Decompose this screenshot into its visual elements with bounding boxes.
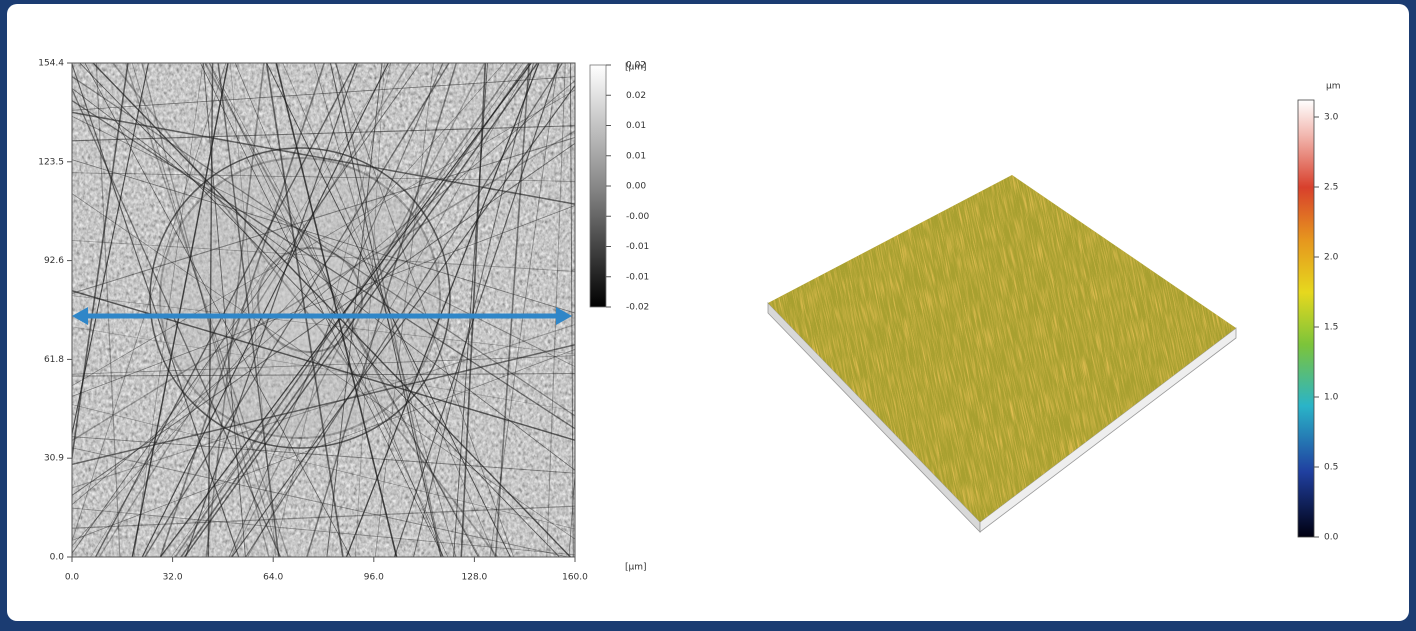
- colorbar-unit: μm: [1326, 82, 1341, 92]
- colorbar-tick-label: 2.0: [1324, 253, 1339, 263]
- colorbar-tick-label: -0.02: [626, 303, 649, 313]
- x-tick-label: 64.0: [263, 573, 283, 583]
- x-tick-label: 32.0: [163, 573, 183, 583]
- y-tick-label: 30.9: [44, 454, 64, 464]
- page: {"left_image": { "y_ticks": ["154.4", "1…: [0, 0, 1416, 627]
- x-tick-label: 96.0: [364, 573, 384, 583]
- colorbar-tick-label: -0.01: [626, 242, 649, 252]
- colorbar-tick-label: 0.5: [1324, 463, 1338, 473]
- figure: [μm] [μm] μm 154.4123.592.661.830.90.00.…: [0, 0, 1416, 627]
- colorbar-tick-label: 0.01: [626, 151, 646, 161]
- x-tick-label: 160.0: [562, 573, 588, 583]
- colorbar: [590, 65, 606, 307]
- y-tick-label: 61.8: [44, 355, 64, 365]
- colorbar-tick-label: 0.02: [626, 91, 646, 101]
- colorbar-tick-label: 0.0: [1324, 533, 1339, 543]
- colorbar-tick-label: 0.01: [626, 121, 646, 131]
- colorbar-tick-label: 3.0: [1324, 113, 1339, 123]
- colorbar-tick-label: -0.00: [626, 212, 650, 222]
- colorbar-tick-label: 1.0: [1324, 393, 1339, 403]
- y-tick-label: 154.4: [38, 59, 64, 69]
- y-tick-label: 0.0: [50, 553, 65, 563]
- micrograph: [41, 40, 608, 580]
- x-tick-label: 0.0: [65, 573, 80, 583]
- x-tick-label: 128.0: [462, 573, 488, 583]
- colorbar: [1298, 100, 1314, 537]
- colorbar-tick-label: 1.5: [1324, 323, 1338, 333]
- y-tick-label: 123.5: [38, 157, 64, 167]
- colorbar-tick-label: -0.01: [626, 272, 649, 282]
- y-tick-label: 92.6: [44, 256, 64, 266]
- colorbar-tick-label: 0.02: [626, 61, 646, 71]
- colorbar-tick-label: 2.5: [1324, 183, 1338, 193]
- axis-unit: [μm]: [625, 563, 647, 573]
- colorbar-tick-label: 0.00: [626, 182, 646, 192]
